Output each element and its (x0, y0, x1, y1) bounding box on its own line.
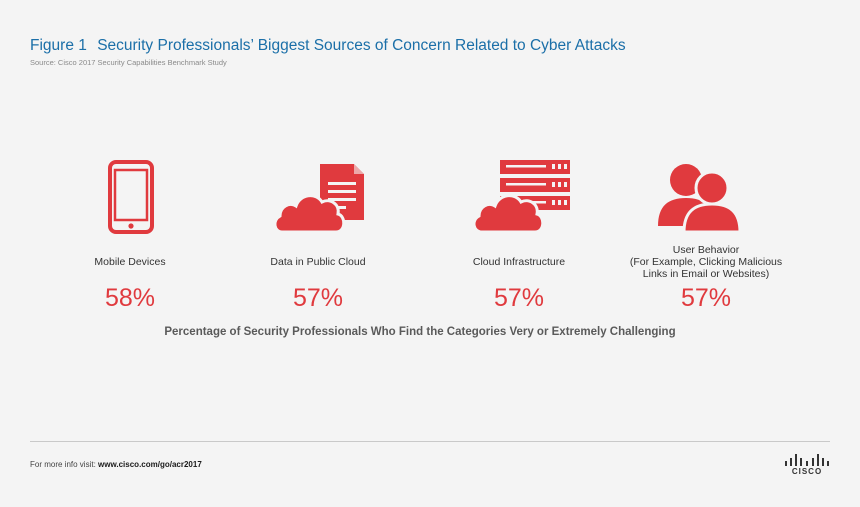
value-user-behavior: 57% (680, 284, 732, 312)
category-label-user-behavior: User Behavior (For Example, Clicking Mal… (629, 244, 783, 280)
figure-number: Figure 1 (30, 37, 87, 54)
mobile-phone-icon (108, 160, 154, 234)
cloud-server-icon (472, 160, 570, 234)
footer-prefix: For more info visit: (30, 460, 99, 469)
figure-title-text: Security Professionals’ Biggest Sources … (97, 37, 626, 54)
category-label-cloud-infrastructure: Cloud Infrastructure (472, 256, 566, 268)
chart-caption: Percentage of Security Professionals Who… (164, 326, 676, 338)
title-block: Figure 1 Security Professionals’ Biggest… (30, 37, 626, 67)
value-mobile-devices: 58% (104, 284, 156, 312)
figure-title: Figure 1 Security Professionals’ Biggest… (30, 37, 626, 55)
footer-text: For more info visit: www.cisco.com/go/ac… (30, 460, 202, 469)
footer-divider (30, 441, 830, 442)
footer-link[interactable]: www.cisco.com/go/acr2017 (98, 460, 202, 469)
cloud-document-icon (273, 164, 364, 234)
category-label-data-in-public-cloud: Data in Public Cloud (270, 256, 366, 268)
value-cloud-infrastructure: 57% (493, 284, 545, 312)
cisco-logo-word: CISCO (791, 467, 823, 476)
cisco-logo-bars-icon (785, 454, 829, 466)
figure-source: Source: Cisco 2017 Security Capabilities… (30, 58, 227, 67)
users-icon (658, 164, 742, 232)
value-data-in-public-cloud: 57% (292, 284, 344, 312)
category-label-mobile-devices: Mobile Devices (94, 256, 166, 268)
